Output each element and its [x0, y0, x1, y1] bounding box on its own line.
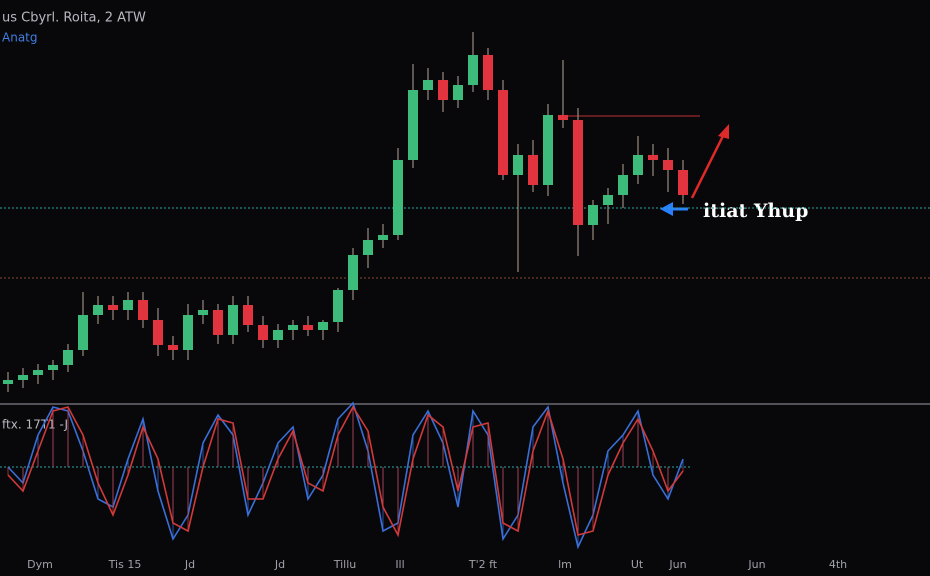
chart-title: us Cbyrl. Roita, 2 ATW — [2, 11, 146, 26]
candle-body — [363, 240, 373, 255]
candle-body — [558, 115, 568, 120]
candle-body — [288, 325, 298, 330]
candle-body — [108, 305, 118, 310]
candle-body — [528, 155, 538, 185]
candle-body — [483, 55, 493, 90]
x-tick-label: Jun — [668, 558, 686, 571]
x-tick-label: Jd — [184, 558, 195, 571]
candle-body — [573, 120, 583, 225]
candle-body — [633, 155, 643, 175]
candle-body — [543, 115, 553, 185]
left-arrow-head — [660, 202, 673, 216]
x-tick-label: Dym — [27, 558, 53, 571]
candle-body — [453, 85, 463, 100]
candle-body — [153, 320, 163, 345]
annotation: itiat Yhup — [703, 200, 808, 222]
candle-body — [168, 345, 178, 350]
x-tick-label: Jun — [747, 558, 765, 571]
x-tick-label: Ut — [631, 558, 644, 571]
candle-body — [663, 160, 673, 170]
x-tick-label: Tis 15 — [108, 558, 142, 571]
candle-body — [423, 80, 433, 90]
chart-subtitle: Anatg — [2, 31, 38, 45]
x-tick-label: Jd — [274, 558, 285, 571]
candle-body — [348, 255, 358, 290]
up-arrow — [690, 131, 727, 199]
candle-body — [273, 330, 283, 340]
candle-body — [618, 175, 628, 195]
candle-body — [228, 305, 238, 335]
candle-body — [408, 90, 418, 160]
candle-body — [303, 325, 313, 330]
candle-body — [438, 80, 448, 100]
candle-body — [603, 195, 613, 205]
x-tick-label: lm — [558, 558, 572, 571]
candle-body — [123, 300, 133, 310]
candle-body — [213, 310, 223, 335]
x-tick-label: T'2 ft — [468, 558, 498, 571]
candle-body — [78, 315, 88, 350]
candle-body — [333, 290, 343, 322]
x-tick-label: Ill — [395, 558, 404, 571]
candle-body — [393, 160, 403, 235]
candle-body — [648, 155, 658, 160]
candle-body — [18, 375, 28, 380]
candle-body — [513, 155, 523, 175]
candle-body — [678, 170, 688, 195]
candle-body — [48, 365, 58, 370]
osc-line — [7, 405, 684, 538]
candle-body — [588, 205, 598, 225]
candle-body — [378, 235, 388, 240]
candle-body — [63, 350, 73, 365]
candle-body — [198, 310, 208, 315]
candle-body — [183, 315, 193, 350]
candle-body — [3, 380, 13, 384]
osc-line — [7, 401, 684, 550]
candle-body — [93, 305, 103, 315]
x-tick-label: 4th — [829, 558, 847, 571]
candle-body — [318, 322, 328, 330]
x-tick-label: Tillu — [333, 558, 357, 571]
candle-body — [138, 300, 148, 320]
candle-body — [33, 370, 43, 375]
up-arrow-head — [718, 124, 729, 139]
candle-body — [468, 55, 478, 85]
indicator-label: ftx. 17T1 -J — [2, 418, 68, 432]
candle-body — [498, 90, 508, 175]
candle-body — [243, 305, 253, 325]
candle-body — [258, 325, 268, 340]
